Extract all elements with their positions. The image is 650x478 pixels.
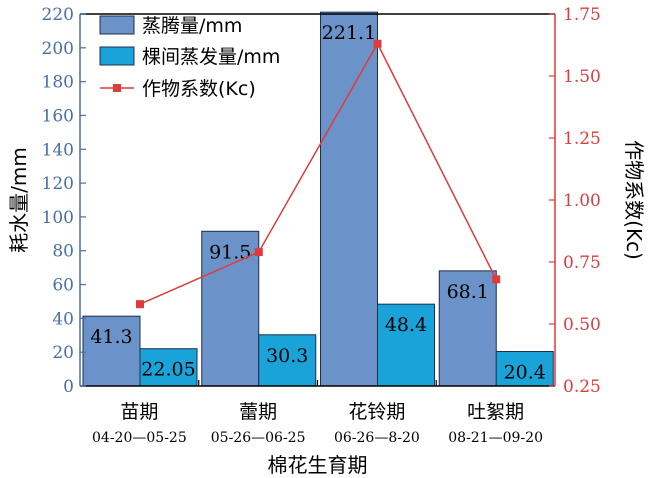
category-date: 05-26—06-25 xyxy=(211,430,306,446)
category-label: 吐絮期 xyxy=(467,401,524,423)
right-tick-label: 0.50 xyxy=(563,315,601,335)
x-axis-title: 棉花生育期 xyxy=(268,453,368,477)
left-tick-label: 120 xyxy=(42,174,74,194)
legend-swatch-evaporation xyxy=(99,46,135,66)
bar-label-transpiration: 41.3 xyxy=(90,326,132,348)
left-tick-label: 80 xyxy=(52,242,74,262)
bar-label-evaporation: 48.4 xyxy=(385,314,427,336)
category-label: 蕾期 xyxy=(239,401,277,423)
bar-evaporation xyxy=(139,348,198,387)
left-tick-label: 60 xyxy=(52,276,74,296)
category-date: 04-20—05-25 xyxy=(92,430,187,446)
left-tick-label: 20 xyxy=(52,343,74,363)
right-tick-label: 1.25 xyxy=(563,129,601,149)
kc-point xyxy=(254,248,263,257)
bars: 41.3 22.05 91.5 30.3 221.1 48.4 68.1 20.4 xyxy=(82,11,554,387)
legend: 蒸腾量/mm 棵间蒸发量/mm 作物系数(Kc) xyxy=(99,15,280,100)
left-tick-label: 100 xyxy=(42,208,74,228)
category-label: 花铃期 xyxy=(348,401,405,423)
left-tick-label: 0 xyxy=(63,377,74,397)
bar-transpiration xyxy=(438,270,497,387)
left-tick-label: 140 xyxy=(42,140,74,160)
left-tick-label: 220 xyxy=(42,5,74,25)
bar-transpiration xyxy=(201,230,260,387)
legend-swatch-transpiration xyxy=(99,15,135,35)
kc-series-line xyxy=(139,42,497,305)
left-tick-label: 160 xyxy=(42,106,74,126)
bar-label-evaporation: 22.05 xyxy=(141,359,195,381)
right-axis-title: 作物系数(Kc) xyxy=(622,140,646,260)
right-tick-label: 1.75 xyxy=(563,5,601,25)
right-tick-label: 1.50 xyxy=(563,67,601,87)
legend-marker-kc xyxy=(113,84,121,92)
bar-transpiration xyxy=(82,315,141,387)
bar-evaporation xyxy=(258,334,317,387)
legend-label-transpiration: 蒸腾量/mm xyxy=(142,15,242,37)
axes: 0 20 40 60 80 100 120 140 160 180 200 220 0.25 0.50 0.… xyxy=(7,5,646,477)
bar-label-transpiration: 221.1 xyxy=(322,22,376,44)
kc-point xyxy=(136,300,144,309)
legend-label-kc: 作物系数(Kc) xyxy=(142,78,256,100)
right-tick-label: 0.25 xyxy=(563,377,601,397)
bar-label-evaporation: 20.4 xyxy=(504,362,546,384)
category-date: 08-21—09-20 xyxy=(448,430,543,446)
kc-point xyxy=(492,275,501,284)
kc-point xyxy=(373,39,382,48)
left-tick-label: 200 xyxy=(42,39,74,59)
left-axis-title: 耗水量/mm xyxy=(7,147,31,253)
left-tick-label: 40 xyxy=(52,309,74,329)
right-tick-label: 0.75 xyxy=(563,253,601,273)
category-label: 苗期 xyxy=(120,401,158,423)
right-tick-label: 1.00 xyxy=(563,191,601,211)
bar-transpiration xyxy=(320,11,378,387)
category-date: 06-26—8-20 xyxy=(334,430,420,446)
left-tick-label: 180 xyxy=(42,73,74,93)
kc-line xyxy=(136,39,501,309)
bar-label-transpiration: 91.5 xyxy=(209,241,251,263)
legend-label-evaporation: 棵间蒸发量/mm xyxy=(142,46,280,68)
bar-label-transpiration: 68.1 xyxy=(447,281,489,303)
bar-label-evaporation: 30.3 xyxy=(266,345,308,367)
